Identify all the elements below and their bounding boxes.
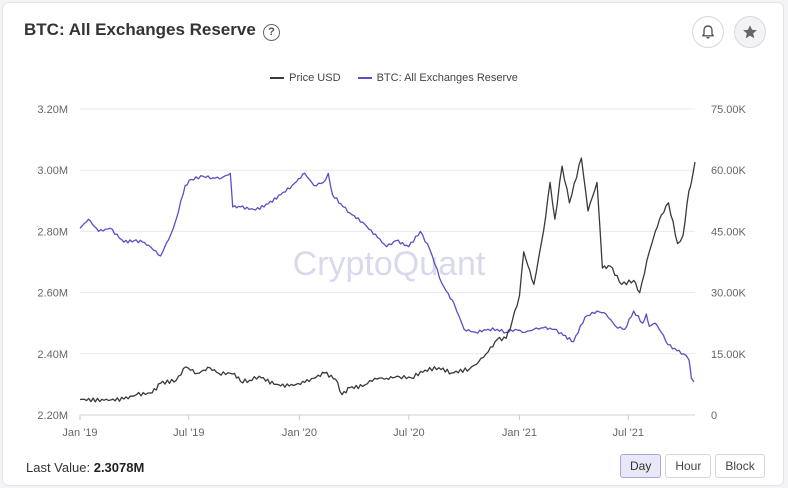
question-circle-icon[interactable]: ? [263, 24, 280, 41]
y-right-tick-label: 30.00K [711, 288, 747, 300]
legend-label-price: Price USD [289, 72, 341, 84]
chart-legend: Price USD BTC: All Exchanges Reserve [0, 70, 788, 84]
x-tick-label: Jul '19 [173, 427, 204, 439]
x-tick-label: Jan '19 [62, 427, 97, 439]
legend-label-reserve: BTC: All Exchanges Reserve [376, 72, 518, 84]
y-left-tick-label: 2.60M [37, 288, 68, 300]
y-left-tick-label: 3.20M [37, 104, 68, 116]
x-tick-label: Jan '20 [282, 427, 317, 439]
x-tick-label: Jan '21 [502, 427, 537, 439]
y-axis-left: 2.20M 2.40M 2.60M 2.80M 3.00M 3.20M [37, 104, 68, 422]
legend-swatch-reserve [357, 77, 372, 79]
last-value-label: Last Value: [26, 460, 91, 475]
interval-day-button[interactable]: Day [620, 454, 662, 478]
y-left-tick-label: 3.00M [37, 165, 68, 177]
y-left-tick-label: 2.80M [37, 226, 68, 238]
chart-title: BTC: All Exchanges Reserve [24, 20, 256, 39]
bell-button[interactable] [692, 16, 724, 48]
series-line-price [79, 157, 696, 403]
series-layer [79, 157, 696, 403]
legend-item-price[interactable]: Price USD [270, 72, 341, 84]
y-right-tick-label: 75.00K [711, 104, 747, 116]
legend-swatch-price [270, 77, 285, 79]
star-icon [743, 25, 757, 39]
star-button[interactable] [734, 16, 766, 48]
interval-hour-button[interactable]: Hour [665, 454, 712, 478]
watermark: CryptoQuant [293, 245, 486, 283]
x-tick-label: Jul '21 [613, 427, 644, 439]
y-left-tick-label: 2.40M [37, 349, 68, 361]
x-axis: Jan '19 Jul '19 Jan '20 Jul '20 Jan '21 Jul '… [62, 414, 695, 439]
series-line-reserve [79, 172, 695, 383]
y-axis-right: 0 15.00K 30.00K 45.00K 60.00K 75.00K [711, 104, 747, 422]
x-tick-label: Jul '20 [393, 427, 424, 439]
bell-icon [702, 25, 714, 39]
interval-block-button[interactable]: Block [715, 454, 765, 478]
legend-item-reserve[interactable]: BTC: All Exchanges Reserve [357, 72, 518, 84]
y-right-tick-label: 15.00K [711, 349, 747, 361]
y-right-tick-label: 45.00K [711, 226, 747, 238]
y-left-tick-label: 2.20M [37, 410, 68, 422]
interval-selector: Day Hour Block [620, 454, 765, 478]
y-right-tick-label: 60.00K [711, 165, 747, 177]
last-value: Last Value: 2.3078M [26, 460, 144, 475]
y-right-tick-label: 0 [711, 410, 717, 422]
last-value-number: 2.3078M [93, 460, 145, 475]
